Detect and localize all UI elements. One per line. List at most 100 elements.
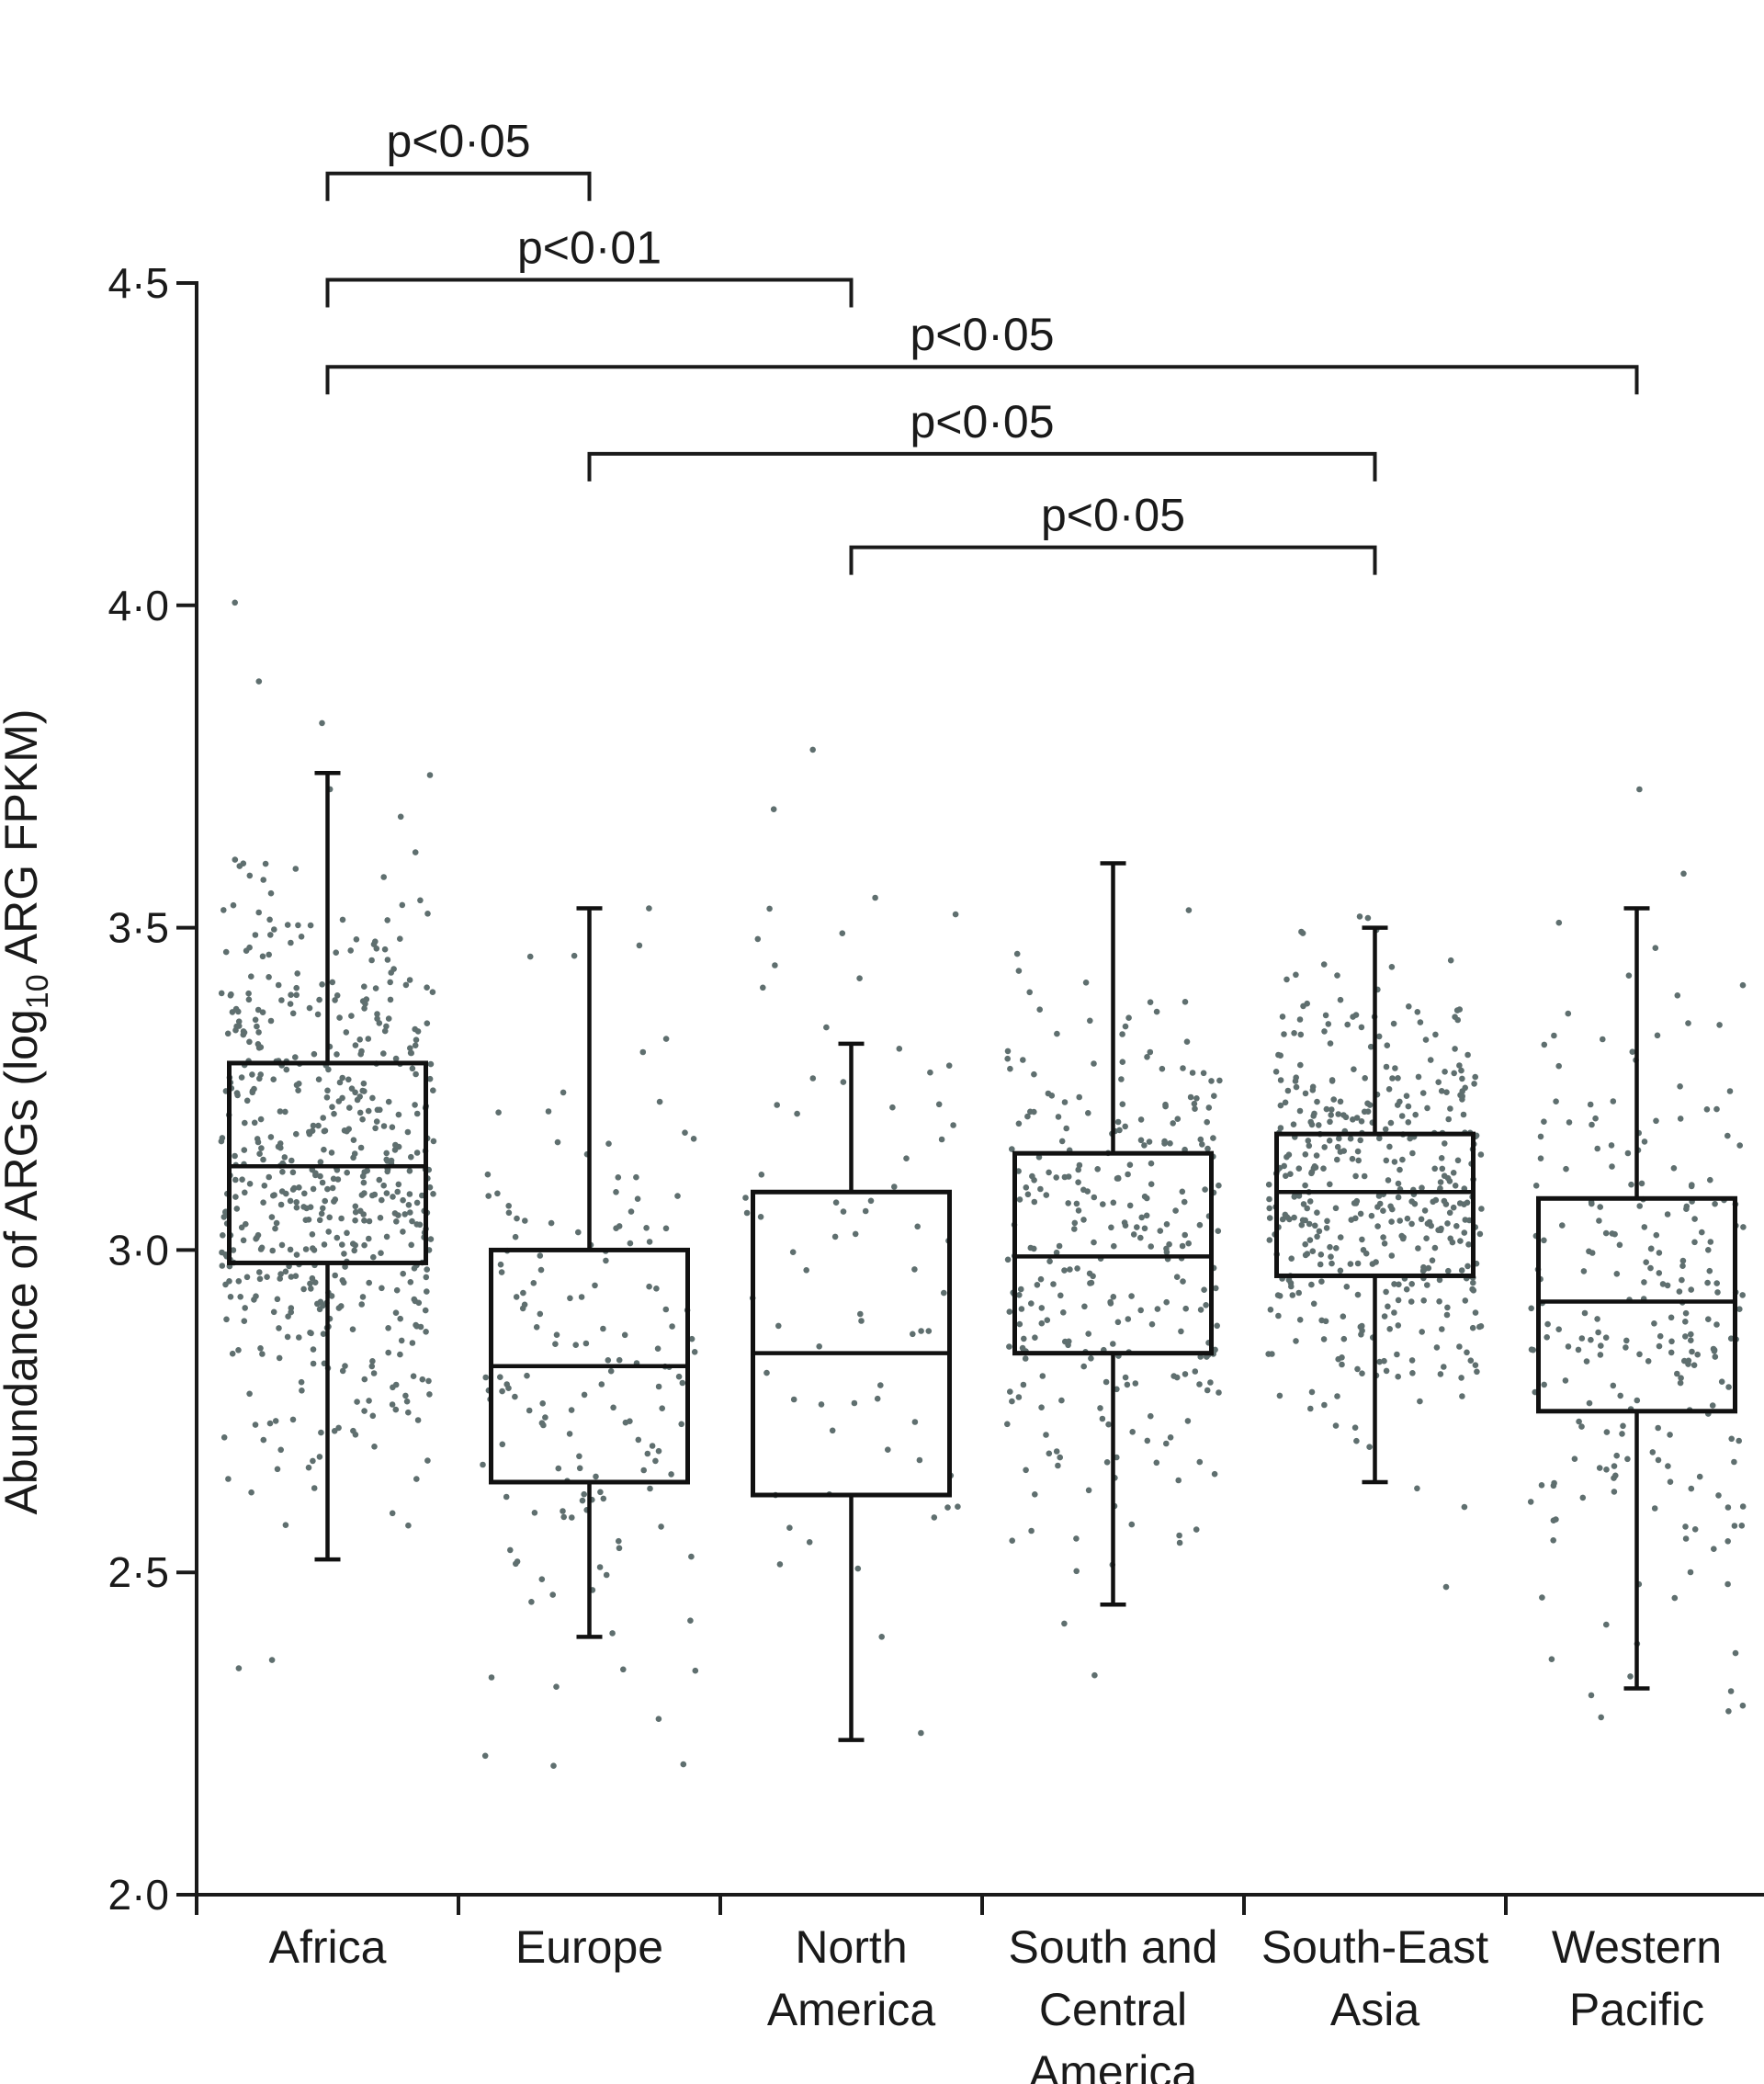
data-point	[368, 1363, 376, 1370]
data-point	[389, 1124, 396, 1130]
data-point	[372, 1125, 379, 1132]
data-point	[1274, 1292, 1282, 1298]
data-point	[856, 975, 863, 981]
data-point	[1197, 1307, 1204, 1313]
data-point	[1091, 1239, 1097, 1246]
data-point	[400, 1229, 406, 1235]
data-point	[241, 1147, 248, 1153]
data-point	[652, 1457, 659, 1465]
data-point	[1657, 1332, 1664, 1340]
data-point	[1441, 1364, 1447, 1370]
data-point	[1304, 1251, 1311, 1257]
data-point	[1329, 1078, 1336, 1084]
data-point	[862, 1207, 869, 1215]
data-point	[1392, 1065, 1398, 1071]
data-point	[251, 1119, 258, 1127]
data-point	[1337, 1267, 1344, 1274]
data-point	[430, 1191, 436, 1197]
data-point	[255, 909, 263, 916]
data-point	[1076, 1161, 1083, 1169]
data-point	[554, 1138, 561, 1146]
data-point	[1283, 976, 1290, 983]
data-point	[254, 1006, 262, 1014]
data-point	[1327, 1040, 1334, 1047]
data-point	[647, 1485, 653, 1492]
data-point	[1293, 1338, 1299, 1344]
data-point	[306, 1004, 313, 1012]
data-point	[293, 991, 300, 999]
data-point	[1299, 1217, 1306, 1224]
data-point	[381, 1027, 389, 1035]
data-point	[1528, 1305, 1534, 1312]
data-point	[885, 1446, 891, 1453]
data-point	[1358, 1024, 1365, 1031]
data-point	[639, 1048, 647, 1056]
data-point	[311, 1247, 318, 1253]
data-point	[293, 1199, 300, 1206]
data-point	[1655, 1424, 1661, 1432]
data-point	[1592, 1115, 1599, 1122]
data-point	[1358, 1118, 1365, 1125]
data-point	[1334, 1156, 1340, 1163]
data-point	[281, 1154, 288, 1161]
data-point	[1431, 1244, 1439, 1252]
data-point	[1368, 1212, 1375, 1219]
data-point	[1643, 1259, 1649, 1265]
data-point	[1216, 1077, 1223, 1084]
data-point	[223, 1316, 230, 1323]
data-point	[1339, 1361, 1345, 1368]
data-point	[1478, 1206, 1485, 1212]
x-category-label: Africa	[269, 1921, 387, 1973]
data-point	[1185, 1240, 1192, 1247]
data-point	[1320, 1336, 1328, 1342]
data-point	[1382, 1126, 1389, 1133]
data-point	[1080, 1217, 1087, 1223]
data-point	[646, 905, 652, 912]
data-point	[385, 1015, 392, 1022]
data-point	[1736, 1437, 1742, 1444]
data-point	[938, 1136, 945, 1143]
data-point	[292, 1273, 300, 1279]
data-point	[1265, 1181, 1272, 1188]
data-point	[1724, 1580, 1731, 1588]
data-point	[1085, 1110, 1091, 1116]
data-point	[1321, 1401, 1328, 1409]
data-point	[678, 1421, 684, 1428]
data-point	[1432, 1031, 1439, 1038]
data-point	[1424, 1282, 1430, 1288]
data-point	[1699, 1229, 1705, 1236]
data-point	[1578, 1423, 1585, 1430]
data-point	[1137, 1234, 1144, 1241]
y-tick-label: 3·5	[108, 904, 169, 952]
data-point	[1202, 1186, 1208, 1193]
data-point	[498, 1269, 505, 1275]
data-point	[646, 1283, 652, 1290]
data-point	[288, 939, 294, 946]
data-point	[275, 981, 282, 989]
data-point	[1327, 1243, 1333, 1251]
data-point	[616, 1223, 623, 1229]
data-point	[409, 1065, 416, 1072]
data-point	[419, 1192, 425, 1199]
data-point	[310, 1185, 317, 1193]
data-point	[320, 1115, 327, 1121]
data-point	[1727, 1688, 1735, 1694]
data-point	[1057, 1454, 1063, 1461]
data-point	[1153, 1459, 1160, 1467]
data-point	[1163, 1440, 1170, 1447]
data-point	[310, 1346, 317, 1353]
data-point	[409, 1218, 415, 1225]
data-point	[413, 1070, 419, 1078]
data-point	[277, 1144, 284, 1151]
data-point	[1099, 1415, 1106, 1422]
data-point	[1579, 1494, 1587, 1501]
data-point	[352, 1042, 359, 1048]
data-point	[259, 1351, 266, 1357]
data-point	[369, 1094, 376, 1102]
data-point	[368, 957, 375, 964]
data-point	[1183, 1038, 1191, 1045]
data-point	[379, 1196, 385, 1204]
data-point	[277, 1446, 285, 1454]
data-point	[1053, 1448, 1060, 1455]
data-point	[1453, 1223, 1460, 1229]
